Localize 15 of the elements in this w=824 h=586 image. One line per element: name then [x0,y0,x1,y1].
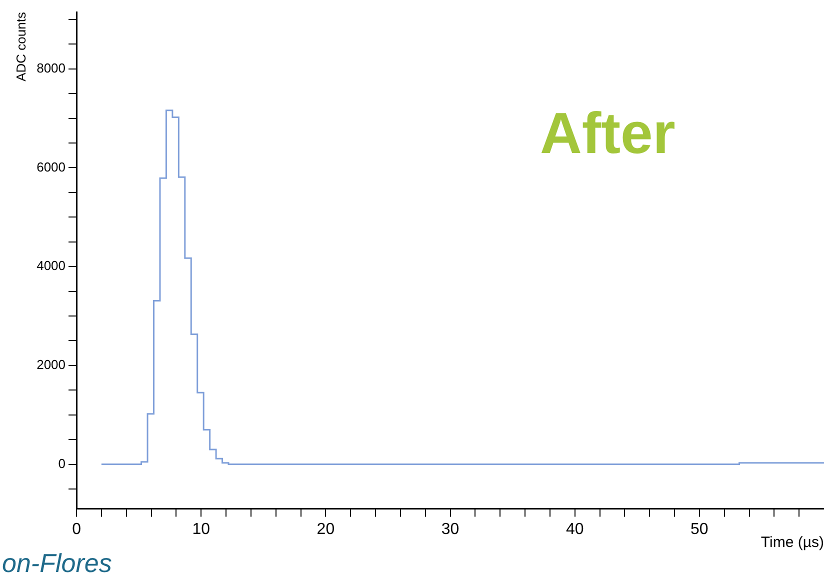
text: on-Flores [2,548,112,579]
y-tick-label: 2000 [36,357,66,372]
annotation: After [540,100,676,167]
y-tick-label: 0 [58,456,66,471]
x-tick-label: 10 [192,520,210,538]
y-tick-label: 4000 [36,258,66,274]
x-axis-title: Time (µs) [760,534,824,552]
x-tick-label: 50 [690,520,708,538]
x-tick-label: 40 [566,520,584,538]
x-tick-label: 0 [72,520,82,538]
x-tick-label: 20 [316,520,335,538]
y-axis-title: ADC counts [13,12,28,82]
y-tick-label: 8000 [36,60,66,76]
y-tick-label: 6000 [36,159,66,174]
x-tick-label: 30 [441,520,460,538]
